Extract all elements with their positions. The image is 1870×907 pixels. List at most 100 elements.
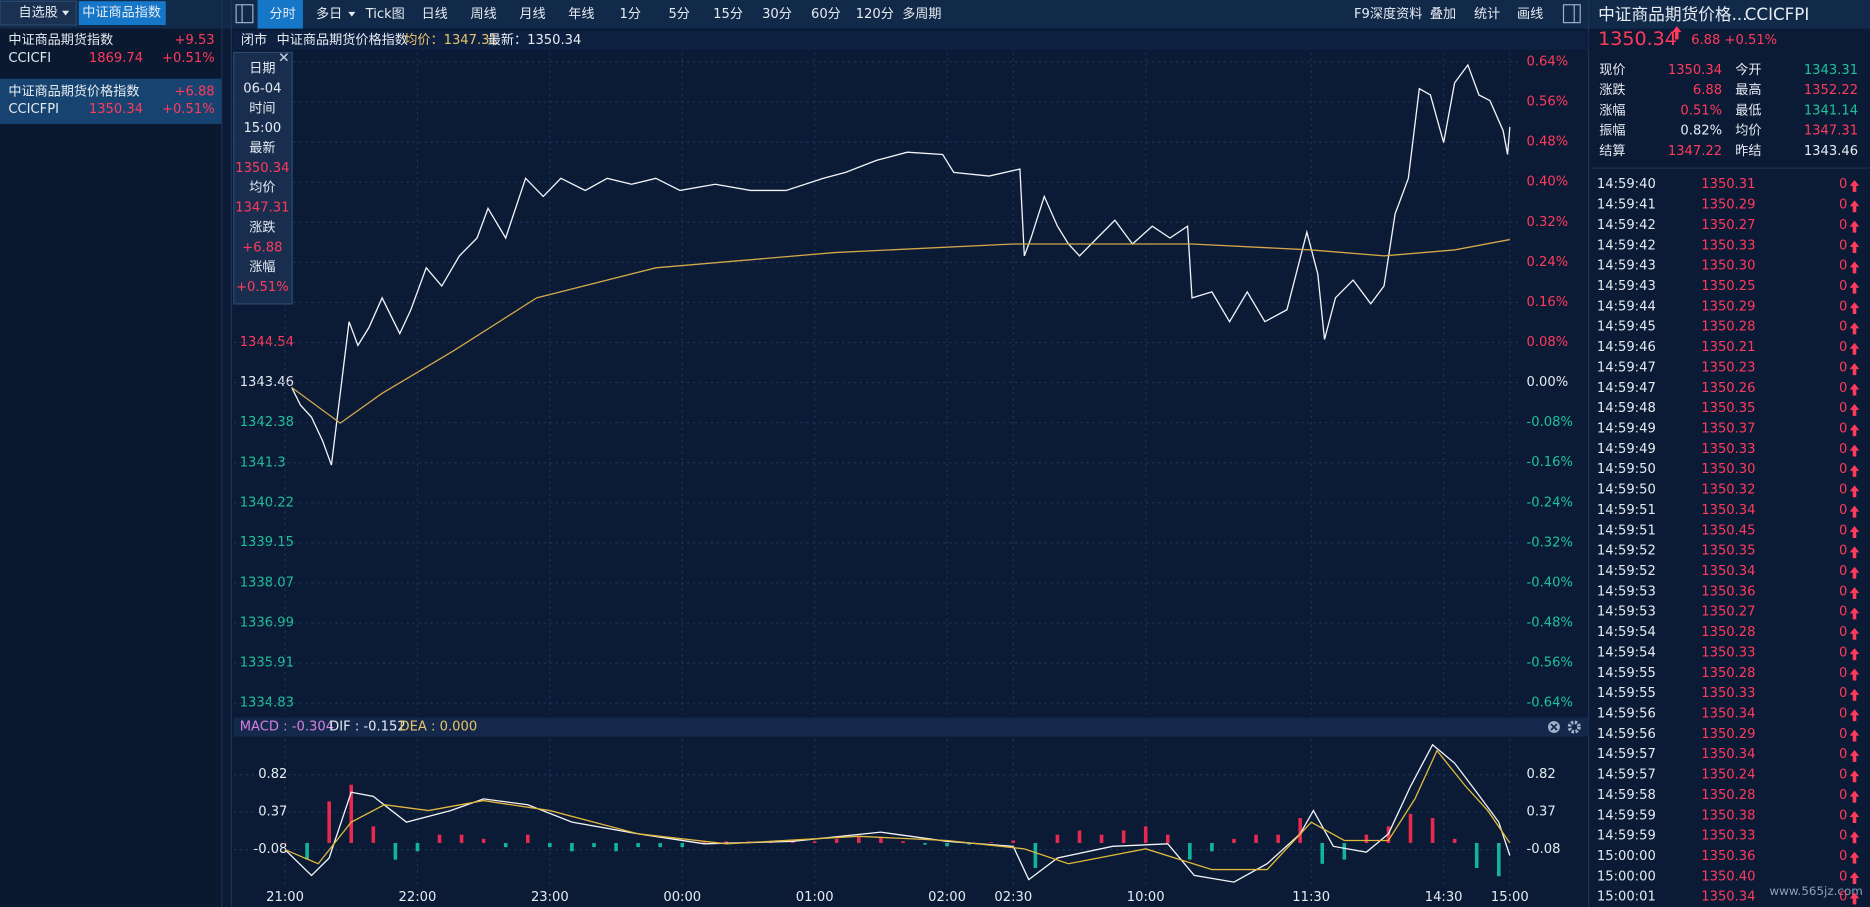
- up-arrow: [1849, 281, 1860, 294]
- y2-tick-label: -0.64%: [1527, 696, 1573, 711]
- stat-value: 1343.31: [1804, 63, 1858, 78]
- period-active-bg: [257, 0, 303, 29]
- tick-price: 1350.34: [1701, 890, 1755, 905]
- close-icon: [1550, 723, 1558, 731]
- tab-box-active[interactable]: [78, 1, 166, 26]
- stat-label: 结算: [1599, 143, 1625, 159]
- tick-price: 1350.33: [1701, 238, 1755, 253]
- tick-volume: 0: [1839, 645, 1847, 660]
- stat-value: 1347.22: [1668, 144, 1722, 159]
- y-tick-label: 1342.38: [240, 415, 294, 430]
- tick-volume: 0: [1839, 808, 1847, 823]
- quote-pct: +0.51%: [1725, 33, 1778, 48]
- stat-value: 1350.34: [1668, 63, 1722, 78]
- y2-tick-label: 0.64%: [1527, 54, 1569, 69]
- content: 自选股 中证商品指数 闭市 中证商品期货价格指数 均价：1347.31 最新：1…: [8, 5, 1862, 905]
- tool-button[interactable]: 叠加: [1430, 6, 1456, 22]
- tick-time: 14:59:44: [1597, 299, 1656, 314]
- macd-bar: [812, 841, 817, 843]
- period-tab[interactable]: 日线: [422, 6, 448, 22]
- tick-price: 1350.45: [1701, 523, 1755, 538]
- tick-price: 1350.26: [1701, 381, 1755, 396]
- macd-bar: [1298, 818, 1302, 843]
- period-tab[interactable]: 15分: [713, 6, 743, 22]
- instrument-name: 中证商品期货价格指数: [277, 31, 408, 48]
- tick-time: 14:59:51: [1597, 523, 1656, 538]
- tick-time: 14:59:56: [1597, 727, 1656, 742]
- stat-value: 1343.46: [1804, 144, 1858, 159]
- tick-time: 14:59:59: [1597, 829, 1656, 844]
- tick-volume: 0: [1839, 788, 1847, 803]
- period-tab[interactable]: 30分: [762, 6, 792, 22]
- tool-button[interactable]: 画线: [1517, 6, 1543, 22]
- panel-toggle-icon[interactable]: [1562, 4, 1581, 24]
- tick-volume: 0: [1839, 401, 1847, 416]
- tick-price: 1350.35: [1701, 544, 1755, 559]
- item-name[interactable]: 中证商品期货价格指数: [8, 82, 139, 99]
- up-arrow: [1849, 363, 1860, 376]
- tick-volume: 0: [1839, 442, 1847, 457]
- period-tab[interactable]: 月线: [519, 6, 545, 22]
- series-line: [284, 749, 1511, 871]
- macd-bar: [1386, 826, 1391, 843]
- sidebar-tab[interactable]: 中证商品指数: [82, 5, 161, 21]
- tick-time: 14:59:51: [1597, 503, 1656, 518]
- tick-time: 15:00:01: [1597, 890, 1656, 905]
- y2-tick-label: 0.40%: [1527, 175, 1569, 190]
- macd-bar: [658, 842, 662, 848]
- period-tab[interactable]: Tick图: [365, 7, 405, 22]
- settings-icon[interactable]: [1567, 720, 1581, 734]
- tick-volume: 0: [1839, 483, 1847, 498]
- panel-toggle-icon[interactable]: [235, 4, 254, 24]
- tool-button[interactable]: F9深度资料: [1354, 6, 1422, 22]
- y-tick-label: 1334.83: [240, 696, 294, 711]
- x-tick-label: 23:00: [531, 890, 569, 905]
- stat-label: 最低: [1735, 102, 1761, 118]
- period-tab[interactable]: 多周期: [902, 5, 941, 22]
- period-tab[interactable]: 1分: [620, 6, 641, 22]
- up-arrow: [1849, 566, 1860, 579]
- tick-price: 1350.21: [1701, 340, 1755, 355]
- period-tab[interactable]: 60分: [811, 6, 841, 22]
- tooltip-close[interactable]: [279, 53, 288, 62]
- tick-volume: 0: [1839, 523, 1847, 538]
- watermark: www.565jz.com: [1769, 884, 1862, 898]
- up-arrow: [1849, 607, 1860, 620]
- tick-price: 1350.33: [1701, 829, 1755, 844]
- macd-bar: [1188, 842, 1192, 860]
- tick-price: 1350.37: [1701, 422, 1755, 437]
- tool-button[interactable]: 统计: [1474, 6, 1500, 22]
- tick-price: 1350.29: [1701, 727, 1755, 742]
- macd-bar: [548, 842, 552, 848]
- tick-time: 14:59:57: [1597, 768, 1656, 783]
- period-tab[interactable]: 周线: [470, 6, 496, 22]
- macd-bar: [680, 842, 685, 848]
- period-tab[interactable]: 多日: [316, 5, 342, 22]
- y-tick-label: 1344.54: [240, 335, 294, 350]
- tick-volume: 0: [1839, 747, 1847, 762]
- series-line: [291, 238, 1510, 424]
- up-arrow: [1849, 322, 1860, 335]
- sidebar-tab[interactable]: 自选股: [18, 5, 57, 21]
- tab-box[interactable]: [0, 0, 77, 26]
- dea-value: DEA : 0.000: [400, 720, 478, 735]
- tick-price: 1350.34: [1701, 747, 1755, 762]
- tooltip-label: 最新: [249, 140, 275, 156]
- market-status: 闭市: [241, 31, 267, 48]
- item-code: CCICFI: [8, 51, 51, 66]
- macd-bar: [967, 842, 971, 845]
- period-tab[interactable]: 年线: [568, 6, 594, 22]
- period-tab[interactable]: 120分: [856, 6, 894, 22]
- y2-tick-label: 0.08%: [1527, 335, 1569, 350]
- tooltip-label: 涨幅: [249, 259, 275, 275]
- tick-price: 1350.40: [1701, 869, 1755, 884]
- tick-price: 1350.30: [1701, 259, 1755, 274]
- tick-time: 14:59:49: [1597, 422, 1656, 437]
- period-tab[interactable]: 5分: [668, 6, 689, 22]
- tick-price: 1350.25: [1701, 279, 1755, 294]
- tick-volume: 0: [1839, 584, 1847, 599]
- period-tab[interactable]: 分时: [270, 6, 296, 22]
- tick-volume: 0: [1839, 849, 1847, 864]
- macd-bar: [1055, 834, 1060, 843]
- item-name[interactable]: 中证商品期货指数: [8, 31, 113, 48]
